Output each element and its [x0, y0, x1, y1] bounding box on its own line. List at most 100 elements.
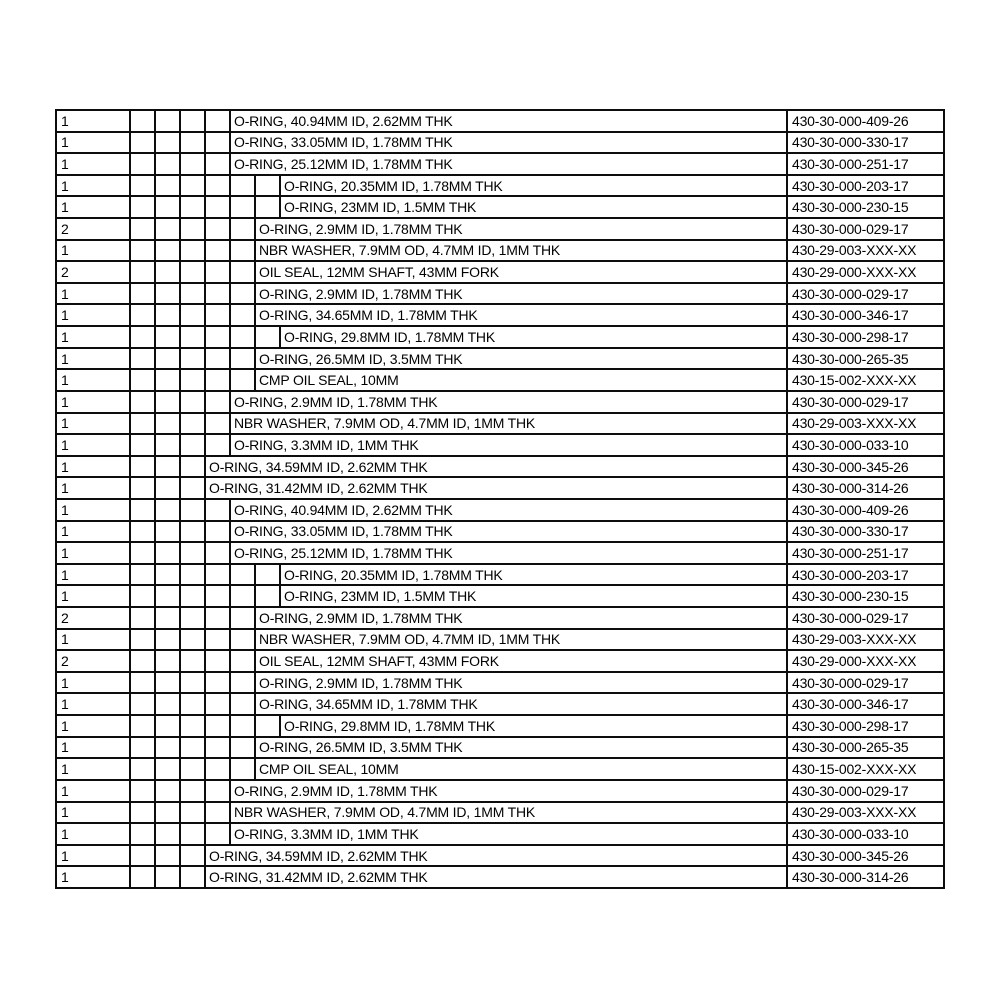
indent-cell: [204, 197, 229, 218]
qty-cell: 1: [61, 544, 69, 561]
description-cell: O-RING, 23MM ID, 1.5MM THK: [279, 586, 786, 607]
description-cell: O-RING, 20.35MM ID, 1.78MM THK: [279, 175, 786, 196]
description-cell: O-RING, 3.3MM ID, 1MM THK: [229, 435, 786, 455]
indent-cell: [229, 608, 254, 628]
part-number-cell: 430-30-000-298-17: [786, 327, 943, 347]
description-cell: O-RING, 34.59MM ID, 2.62MM THK: [204, 456, 786, 477]
part-number-cell: 430-30-000-029-17: [786, 780, 943, 801]
table-row: 1 NBR WASHER, 7.9MM OD, 4.7MM ID, 1MM THK…: [57, 627, 943, 650]
part-number-cell: 430-30-000-265-35: [786, 348, 943, 369]
indent-cell: [154, 608, 179, 628]
indent-cell: [129, 219, 154, 239]
description-cell: O-RING, 2.9MM ID, 1.78MM THK: [229, 391, 786, 412]
description-cell: O-RING, 25.12MM ID, 1.78MM THK: [229, 543, 786, 563]
table-row: 1 O-RING, 23MM ID, 1.5MM THK 430-30-000-23…: [57, 584, 943, 607]
part-number-cell: 430-30-000-409-26: [786, 499, 943, 520]
description-cell: O-RING, 26.5MM ID, 3.5MM THK: [254, 737, 786, 758]
part-number-cell: 430-30-000-029-17: [786, 219, 943, 239]
indent-cell: [129, 737, 154, 758]
table-row: 2 OIL SEAL, 12MM SHAFT, 43MM FORK 430-29-0…: [57, 260, 943, 282]
indent-cell: [154, 478, 179, 498]
indent-cell: [204, 219, 229, 239]
part-number-cell: 430-30-000-409-26: [786, 111, 943, 131]
indent-cell: [129, 802, 154, 823]
indent-cell: [229, 694, 254, 715]
indent-cell: [204, 608, 229, 628]
table-row: 1 O-RING, 25.12MM ID, 1.78MM THK 430-30-00…: [57, 152, 943, 174]
indent-cell: [154, 240, 179, 261]
indent-cell: [129, 586, 154, 607]
indent-cell: [129, 391, 154, 412]
indent-cell: [154, 845, 179, 866]
indent-cell: [129, 716, 154, 736]
table-row: 1 O-RING, 33.05MM ID, 1.78MM THK 430-30-00…: [57, 519, 943, 542]
qty-cell: 2: [61, 220, 69, 237]
part-number-cell: 430-30-000-265-35: [786, 737, 943, 758]
indent-cell: [229, 716, 254, 736]
table-row: 1 O-RING, 2.9MM ID, 1.78MM THK 430-30-000-…: [57, 670, 943, 693]
qty-cell: 1: [61, 804, 69, 821]
indent-cell: [179, 435, 204, 455]
indent-cell: [129, 521, 154, 542]
indent-cell: [179, 824, 204, 844]
indent-cell: [129, 759, 154, 779]
indent-cell: [204, 370, 229, 390]
indent-cell: [229, 240, 254, 261]
part-number-cell: 430-30-000-346-17: [786, 694, 943, 715]
indent-cell: [179, 651, 204, 671]
indent-cell: [229, 586, 254, 607]
indent-cell: [229, 305, 254, 326]
description-cell: NBR WASHER, 7.9MM OD, 4.7MM ID, 1MM THK: [254, 629, 786, 650]
indent-cell: [204, 564, 229, 585]
indent-cell: [154, 716, 179, 736]
indent-cell: [154, 543, 179, 563]
indent-cell: [129, 132, 154, 153]
indent-cell: [154, 867, 179, 887]
part-number-cell: 430-30-000-033-10: [786, 435, 943, 455]
part-number-cell: 430-30-000-029-17: [786, 283, 943, 304]
part-number-cell: 430-30-000-345-26: [786, 845, 943, 866]
indent-cell: [229, 262, 254, 282]
indent-cell: [154, 651, 179, 671]
indent-cell: [229, 564, 254, 585]
description-cell: O-RING, 3.3MM ID, 1MM THK: [229, 824, 786, 844]
indent-cell: [129, 499, 154, 520]
indent-cell: [204, 759, 229, 779]
table-row: 1 O-RING, 3.3MM ID, 1MM THK 430-30-000-033…: [57, 822, 943, 844]
qty-cell: 1: [61, 566, 69, 583]
indent-cell: [179, 608, 204, 628]
indent-cell: [204, 305, 229, 326]
part-number-cell: 430-29-003-XXX-XX: [786, 802, 943, 823]
part-number-cell: 430-30-000-330-17: [786, 521, 943, 542]
indent-cell: [179, 219, 204, 239]
indent-cell: [204, 348, 229, 369]
indent-cell: [229, 759, 254, 779]
indent-cell: [179, 175, 204, 196]
part-number-cell: 430-30-000-230-15: [786, 197, 943, 218]
description-cell: O-RING, 34.59MM ID, 2.62MM THK: [204, 845, 786, 866]
table-row: 1 O-RING, 34.65MM ID, 1.78MM THK 430-30-00…: [57, 692, 943, 715]
qty-cell: 1: [61, 415, 69, 432]
indent-cell: [154, 283, 179, 304]
table-row: 2 OIL SEAL, 12MM SHAFT, 43MM FORK 430-29-0…: [57, 649, 943, 671]
indent-cell: [179, 586, 204, 607]
table-row: 1 NBR WASHER, 7.9MM OD, 4.7MM ID, 1MM THK…: [57, 800, 943, 823]
description-cell: O-RING, 2.9MM ID, 1.78MM THK: [254, 672, 786, 693]
indent-cell: [154, 370, 179, 390]
table-row: 1 CMP OIL SEAL, 10MM 430-15-002-XXX-XX: [57, 757, 943, 779]
indent-cell: [204, 175, 229, 196]
indent-cell: [154, 435, 179, 455]
indent-cell: [154, 629, 179, 650]
table-row: 1 O-RING, 2.9MM ID, 1.78MM THK 430-30-000-…: [57, 281, 943, 304]
indent-cell: [154, 672, 179, 693]
qty-cell: 1: [61, 847, 69, 864]
indent-cell: [154, 413, 179, 434]
table-row: 1 O-RING, 31.42MM ID, 2.62MM THK 430-30-00…: [57, 476, 943, 498]
qty-cell: 2: [61, 653, 69, 670]
part-number-cell: 430-29-003-XXX-XX: [786, 240, 943, 261]
indent-cell: [204, 824, 229, 844]
indent-cell: [204, 586, 229, 607]
qty-cell: 1: [61, 177, 69, 194]
description-cell: O-RING, 2.9MM ID, 1.78MM THK: [254, 219, 786, 239]
indent-cell: [129, 780, 154, 801]
